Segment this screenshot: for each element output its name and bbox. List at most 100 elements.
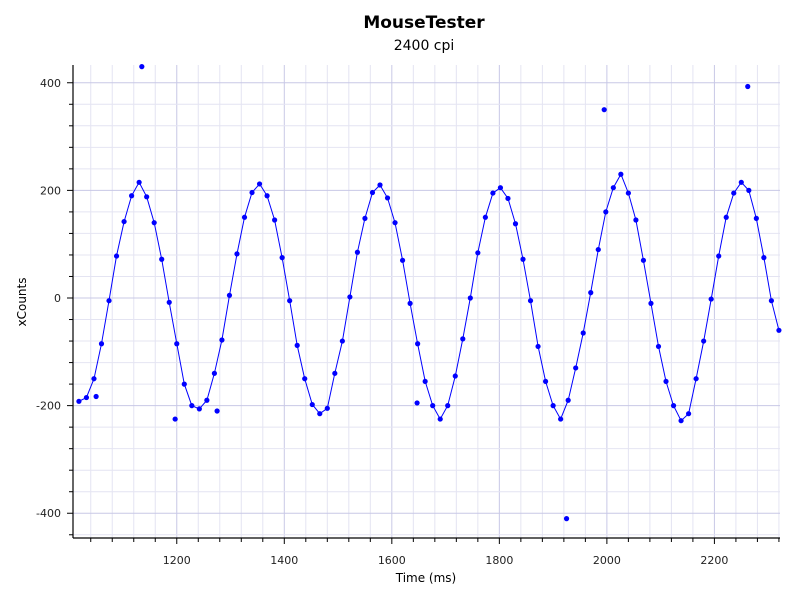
data-point <box>76 398 82 404</box>
data-point <box>272 217 278 223</box>
data-point <box>174 341 180 347</box>
data-point <box>610 185 616 191</box>
data-point <box>738 179 744 185</box>
data-point <box>144 194 150 200</box>
tick-labels: 1200 1400 1600 1800 2000 2200 -400 -200 0 200 400 <box>36 77 728 567</box>
data-point <box>678 418 684 424</box>
data-point <box>129 193 135 199</box>
data-point <box>136 179 142 185</box>
x-tick-label: 1600 <box>378 554 406 567</box>
y-axis-label: xCounts <box>15 278 29 327</box>
chart-subtitle: 2400 cpi <box>394 38 455 54</box>
outlier-point <box>601 107 607 113</box>
data-point <box>317 411 323 417</box>
data-point <box>445 403 451 409</box>
data-point <box>768 298 774 304</box>
outlier-point <box>214 408 220 414</box>
data-point <box>264 193 270 199</box>
y-tick-label: -200 <box>36 400 61 413</box>
data-point <box>211 370 217 376</box>
data-point <box>204 397 210 403</box>
y-tick-label: 0 <box>54 292 61 305</box>
data-point <box>588 290 594 296</box>
data-point <box>693 376 699 382</box>
x-tick-label: 2000 <box>593 554 621 567</box>
data-point <box>407 300 413 306</box>
data-point <box>663 378 669 385</box>
data-point <box>753 215 759 221</box>
data-point <box>384 195 391 201</box>
x-axis-label: Time (ms) <box>395 571 457 585</box>
chart-title: MouseTester <box>363 13 485 33</box>
data-point <box>716 253 722 259</box>
data-point <box>430 403 436 409</box>
data-point <box>98 341 105 347</box>
data-point <box>362 215 368 221</box>
data-point <box>776 327 782 333</box>
data-point <box>354 249 361 255</box>
data-point <box>580 330 586 336</box>
data-point <box>761 255 767 261</box>
data-point <box>633 217 639 223</box>
data-points <box>76 64 782 522</box>
data-point <box>595 246 601 253</box>
grid <box>73 65 780 538</box>
data-point <box>309 401 315 408</box>
data-point <box>189 403 195 409</box>
outlier-point <box>139 64 145 70</box>
data-point <box>249 189 255 196</box>
data-point <box>437 416 443 422</box>
data-point <box>670 403 677 409</box>
data-point <box>467 295 473 301</box>
data-point <box>226 292 233 298</box>
data-point <box>196 406 202 412</box>
data-point <box>347 294 353 300</box>
data-point <box>550 403 556 409</box>
data-point <box>234 251 240 257</box>
data-point <box>565 397 571 403</box>
series-line-path <box>78 173 780 422</box>
data-point <box>181 381 187 387</box>
data-point <box>482 214 488 220</box>
data-point <box>279 255 285 261</box>
data-point <box>512 221 519 227</box>
data-point <box>113 253 120 259</box>
data-point <box>166 299 172 305</box>
data-point <box>151 220 157 226</box>
data-point <box>399 257 406 263</box>
data-point <box>332 370 338 376</box>
data-point <box>701 338 707 344</box>
data-point <box>573 365 579 371</box>
data-point <box>475 250 481 256</box>
data-point <box>558 416 564 422</box>
data-point <box>422 378 428 385</box>
data-point <box>625 190 631 196</box>
data-point <box>415 341 421 347</box>
outlier-point <box>745 83 751 90</box>
data-point <box>542 378 549 385</box>
y-tick-label: -400 <box>36 507 61 520</box>
data-point <box>497 185 504 191</box>
outlier-point <box>172 416 178 422</box>
x-tick-label: 1800 <box>485 554 513 567</box>
outlier-point <box>563 516 570 522</box>
data-point <box>392 220 398 226</box>
data-point <box>83 394 90 401</box>
x-tick-label: 2200 <box>700 554 728 567</box>
y-tick-label: 400 <box>40 77 61 90</box>
data-point <box>121 218 127 225</box>
data-point <box>655 343 662 350</box>
data-point <box>527 298 534 304</box>
series-line <box>78 173 780 422</box>
axes <box>67 65 780 544</box>
data-point <box>294 342 300 348</box>
data-point <box>302 376 308 382</box>
data-point <box>618 171 624 177</box>
data-point <box>219 337 225 343</box>
data-point <box>490 190 496 196</box>
data-point <box>159 256 165 262</box>
data-point <box>723 214 729 220</box>
x-tick-label: 1200 <box>163 554 191 567</box>
data-point <box>731 190 737 196</box>
